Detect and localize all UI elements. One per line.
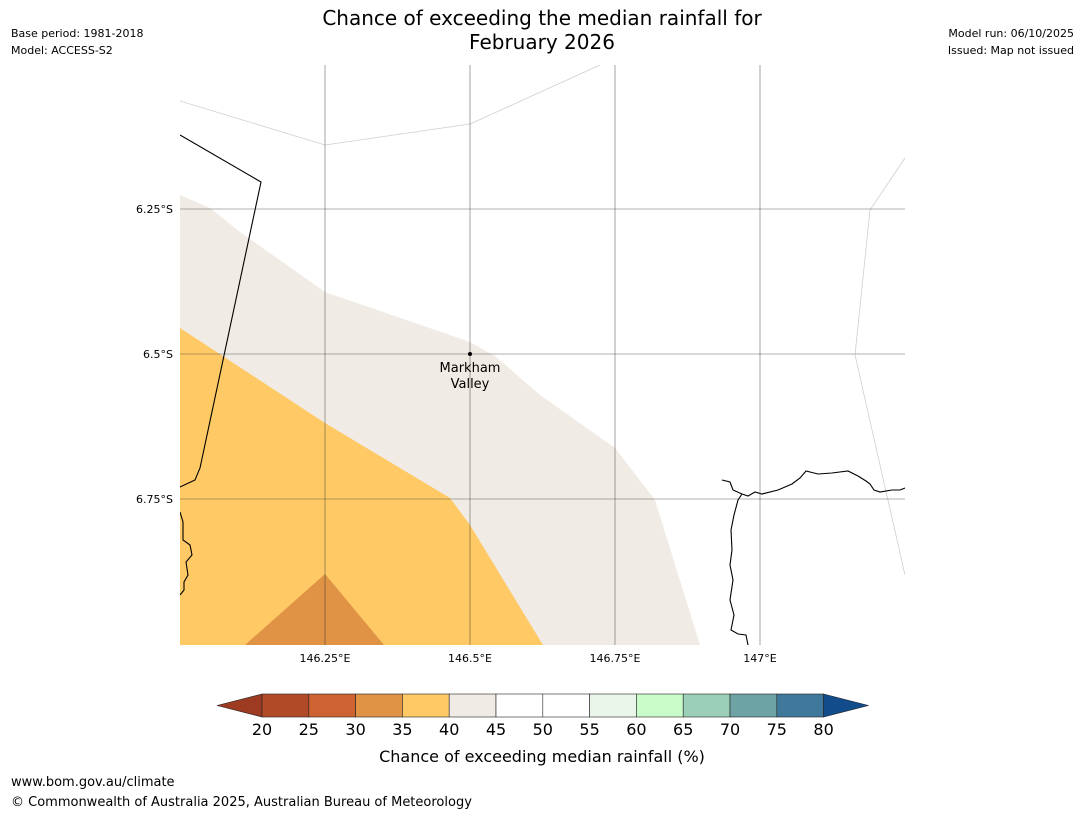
map-area — [180, 65, 905, 645]
place-label-line-1: Markham — [440, 361, 501, 376]
colorbar-segment — [448, 693, 497, 718]
colorbar-segment — [308, 693, 356, 718]
colorbar-tick-label: 40 — [439, 720, 459, 739]
model-name: Model: ACCESS-S2 — [11, 44, 113, 57]
lon-tick-label: 146.5°E — [448, 652, 492, 665]
meta-left: Base period: 1981-2018 Model: ACCESS-S2 — [11, 25, 143, 59]
graticule — [180, 65, 905, 645]
meta-right: Model run: 06/10/2025 Issued: Map not is… — [948, 25, 1074, 59]
colorbar-tick-label: 30 — [345, 720, 365, 739]
colorbar-tick-label: 70 — [720, 720, 740, 739]
markham-valley-marker — [468, 352, 472, 356]
colorbar-tick-label: 20 — [252, 720, 272, 739]
footer-copyright: © Commonwealth of Australia 2025, Austra… — [11, 795, 472, 810]
colorbar-segment — [355, 693, 403, 718]
coastline-east-south — [729, 493, 749, 645]
colorbar-segment — [729, 693, 778, 718]
title-line-1: Chance of exceeding the median rainfall … — [322, 6, 762, 30]
colorbar-tick-label: 55 — [579, 720, 599, 739]
lon-tick-label: 146.75°E — [590, 652, 641, 665]
colorbar: 20 25 30 35 40 45 50 55 60 65 70 75 80 — [216, 693, 869, 739]
colorbar-tick-label: 80 — [813, 720, 833, 739]
map-title: Chance of exceeding the median rainfall … — [242, 6, 842, 54]
boundary-line-right — [854, 157, 905, 576]
colorbar-segment — [261, 693, 310, 718]
border-line — [180, 134, 262, 488]
colorbar-segment — [495, 693, 544, 718]
colorbar-extend-low — [216, 693, 263, 718]
colorbar-tick-label: 60 — [626, 720, 646, 739]
title-line-2: February 2026 — [469, 30, 615, 54]
colorbar-extend-high — [823, 693, 869, 718]
colorbar-tick-label: 45 — [486, 720, 506, 739]
colorbar-segment — [776, 693, 824, 718]
colorbar-segment — [542, 693, 590, 718]
boundary-line-top — [180, 65, 601, 146]
lon-tick-label: 146.25°E — [300, 652, 351, 665]
colorbar-tick-label: 25 — [299, 720, 319, 739]
colorbar-segment — [402, 693, 450, 718]
coastline-east — [721, 470, 905, 497]
colorbar-tick-label: 75 — [767, 720, 787, 739]
footer-url: www.bom.gov.au/climate — [11, 775, 175, 790]
model-run: Model run: 06/10/2025 — [948, 27, 1074, 40]
lat-tick-label: 6.25°S — [136, 203, 173, 216]
region-30-35 — [245, 574, 384, 645]
base-period: Base period: 1981-2018 — [11, 27, 144, 40]
region-35-40 — [180, 328, 543, 645]
coastline-west — [180, 511, 193, 596]
colorbar-tick-label: 35 — [392, 720, 412, 739]
place-label-line-2: Valley — [451, 377, 490, 392]
colorbar-segment — [589, 693, 637, 718]
lat-tick-label: 6.5°S — [143, 348, 173, 361]
issued-status: Issued: Map not issued — [947, 44, 1074, 57]
colorbar-tick-label: 50 — [533, 720, 553, 739]
lon-tick-label: 147°E — [743, 652, 776, 665]
colorbar-segment — [682, 693, 731, 718]
colorbar-tick-label: 65 — [673, 720, 693, 739]
colorbar-label: Chance of exceeding median rainfall (%) — [379, 747, 705, 766]
lat-tick-label: 6.75°S — [136, 493, 173, 506]
colorbar-segment — [636, 693, 684, 718]
